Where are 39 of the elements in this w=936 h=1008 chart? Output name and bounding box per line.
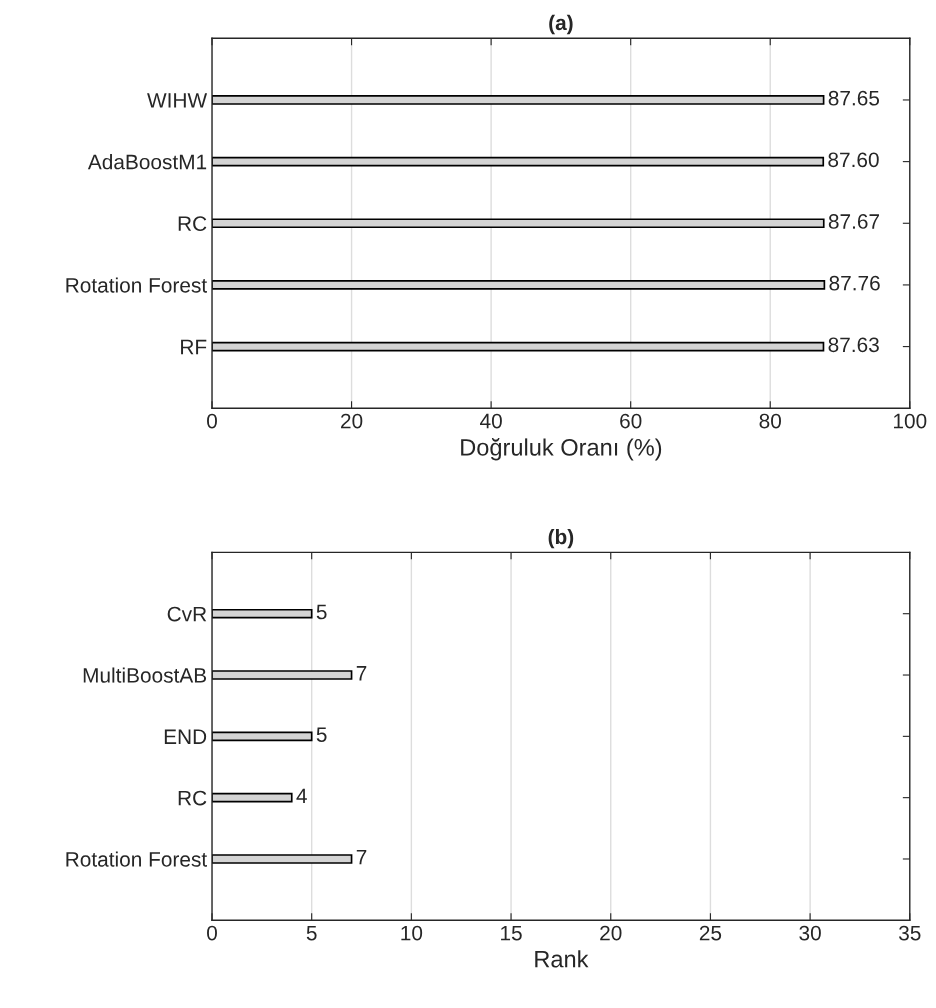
data-label: 5 (316, 604, 327, 620)
x-tick-label: 5 (306, 925, 317, 941)
y-tick-label: Rotation Forest (66, 851, 207, 867)
y-tick-label: MultiBoostAB (83, 667, 207, 683)
x-tick-label: 0 (207, 925, 217, 941)
y-tick-label: RF (181, 339, 207, 355)
data-label: 87.60 (828, 152, 879, 168)
y-tick-label: RC (178, 216, 207, 232)
chart-title: (a) (549, 14, 573, 35)
chart-title: (b) (548, 528, 574, 549)
x-tick-label: 30 (799, 925, 821, 941)
data-label: 87.65 (828, 90, 880, 106)
data-label: 87.76 (829, 275, 880, 291)
data-label: 87.63 (828, 337, 879, 353)
data-label: 4 (296, 788, 307, 804)
x-tick-label: 25 (699, 925, 722, 941)
y-tick-label: Rotation Forest (66, 277, 207, 293)
y-tick-label: END (164, 729, 207, 744)
x-axis-title: Rank (535, 950, 589, 968)
x-tick-label: 0 (207, 413, 217, 429)
x-axis-title: Doğruluk Oranı (%) (461, 438, 662, 461)
y-tick-label: CvR (167, 606, 207, 622)
bar (212, 792, 293, 803)
data-label: 7 (356, 666, 367, 681)
y-tick-label: RC (178, 790, 207, 806)
y-tick-label: WIHW (147, 93, 208, 108)
data-label: 7 (356, 850, 367, 865)
x-tick-label: 15 (501, 925, 522, 941)
x-tick-label: 80 (759, 413, 782, 429)
x-tick-label: 35 (899, 925, 921, 941)
x-tick-label: 40 (480, 413, 502, 429)
x-tick-label: 60 (620, 413, 642, 429)
y-tick-label: AdaBoostM1 (87, 154, 207, 170)
x-tick-label: 20 (341, 413, 363, 429)
x-tick-label: 100 (894, 413, 927, 429)
x-tick-label: 10 (401, 925, 423, 941)
x-tick-label: 20 (600, 925, 622, 941)
data-label: 87.67 (828, 214, 880, 229)
data-label: 5 (316, 727, 327, 742)
